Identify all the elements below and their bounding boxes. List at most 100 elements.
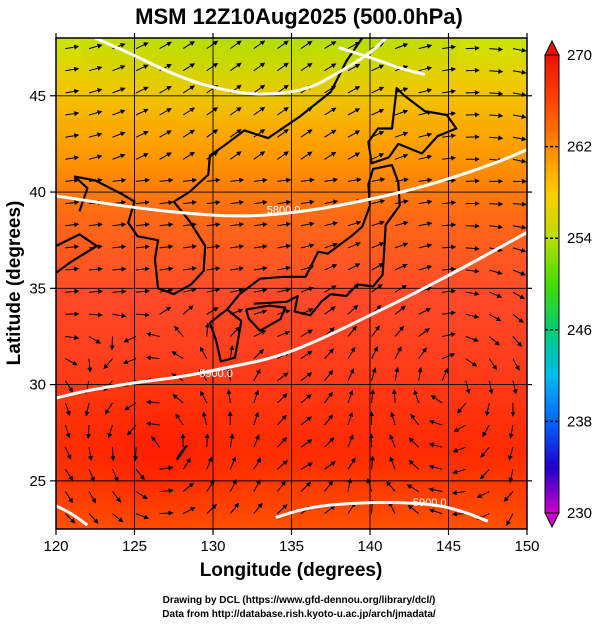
- wind-arrow: [512, 92, 527, 97]
- wind-arrow: [418, 43, 433, 50]
- wind-arrow: [452, 446, 466, 453]
- wind-arrow: [159, 288, 174, 294]
- wind-arrow: [418, 177, 433, 183]
- wind-arrow: [112, 177, 127, 183]
- wind-arrow: [347, 263, 361, 271]
- x-tick-label: 150: [514, 538, 539, 555]
- wind-arrow: [159, 266, 174, 272]
- wind-arrow: [465, 291, 480, 297]
- wind-arrow: [253, 84, 266, 94]
- wind-arrow: [277, 437, 288, 448]
- wind-arrow: [418, 132, 433, 138]
- y-tick-label: 30: [29, 377, 46, 394]
- wind-arrow: [182, 507, 196, 515]
- credit-line-1: Drawing by DCL (https://www.gfd-dennou.o…: [163, 595, 436, 606]
- wind-arrow: [65, 44, 80, 50]
- wind-arrow: [226, 389, 232, 403]
- wind-arrow: [159, 306, 172, 315]
- wind-arrow: [174, 325, 184, 337]
- wind-arrow: [347, 220, 362, 227]
- wind-arrow: [171, 351, 184, 360]
- contour-line-5: [338, 46, 426, 77]
- wind-arrow: [512, 313, 524, 323]
- wind-arrow: [145, 399, 160, 405]
- wind-arrow: [229, 456, 237, 470]
- wind-arrow: [371, 367, 377, 381]
- wind-arrow: [300, 394, 312, 404]
- wind-arrow: [394, 242, 409, 249]
- wind-arrow: [206, 151, 219, 160]
- wind-arrow: [430, 395, 443, 404]
- wind-arrow: [253, 479, 261, 492]
- wind-arrow: [413, 389, 420, 404]
- wind-arrow: [394, 131, 409, 138]
- colorbar-bar: [544, 54, 560, 514]
- wind-arrow: [324, 177, 339, 183]
- wind-arrow: [88, 336, 102, 344]
- wind-arrow: [324, 480, 334, 492]
- wind-arrow: [277, 40, 289, 50]
- wind-arrow: [347, 457, 356, 470]
- wind-arrow: [324, 348, 335, 359]
- wind-arrow: [145, 421, 160, 427]
- wind-arrow: [253, 434, 260, 448]
- wind-arrow: [253, 330, 267, 337]
- wind-arrow: [418, 265, 433, 271]
- wind-arrow: [253, 177, 268, 183]
- wind-arrow: [253, 129, 266, 138]
- wind-arrow: [394, 325, 405, 337]
- wind-arrow: [88, 43, 103, 50]
- wind-arrow: [104, 402, 113, 415]
- wind-arrow: [441, 367, 449, 381]
- wind-arrow: [371, 153, 385, 160]
- wind-arrow: [300, 243, 315, 249]
- wind-arrow: [277, 265, 292, 271]
- wind-arrow: [465, 313, 480, 319]
- wind-arrow: [229, 344, 235, 359]
- wind-arrow: [482, 424, 490, 438]
- wind-arrow: [428, 419, 443, 426]
- wind-arrow: [183, 287, 197, 293]
- wind-arrow: [230, 106, 242, 116]
- wind-arrow: [136, 177, 150, 183]
- colorbar-tick-label: 254: [567, 230, 592, 247]
- wind-arrow: [300, 177, 315, 183]
- wind-arrow: [451, 511, 466, 517]
- wind-arrow: [133, 447, 139, 462]
- wind-arrow: [484, 402, 490, 417]
- wind-arrow: [418, 66, 433, 72]
- wind-arrow: [253, 502, 263, 514]
- wind-arrow: [300, 329, 314, 337]
- wind-arrow: [476, 491, 490, 498]
- wind-arrow: [277, 84, 289, 94]
- wind-arrow: [324, 129, 337, 138]
- wind-arrow: [371, 131, 385, 138]
- wind-arrow: [347, 325, 357, 337]
- wind-arrow: [253, 222, 268, 228]
- wind-arrow: [428, 442, 443, 448]
- wind-arrow: [88, 244, 103, 250]
- wind-arrow: [347, 108, 361, 116]
- gridlines: [56, 38, 527, 529]
- wind-arrow: [369, 455, 375, 470]
- wind-arrow: [135, 64, 149, 72]
- wind-arrow: [229, 479, 237, 492]
- wind-arrow: [88, 447, 93, 461]
- wind-arrow: [112, 244, 127, 250]
- wind-arrow: [479, 468, 490, 480]
- wind-arrow: [453, 424, 467, 432]
- wind-arrow: [183, 177, 198, 183]
- wind-arrow: [64, 424, 71, 439]
- wind-arrow: [428, 464, 443, 470]
- wind-arrow: [371, 64, 385, 72]
- wind-arrow: [300, 62, 313, 72]
- wind-arrow: [347, 177, 362, 183]
- wind-arrow: [88, 132, 103, 138]
- wind-arrow: [489, 91, 504, 97]
- wind-arrow: [488, 380, 494, 395]
- wind-arrow: [300, 264, 315, 271]
- wind-arrow: [512, 158, 527, 164]
- wind-arrow: [230, 287, 244, 293]
- wind-arrow: [347, 368, 355, 381]
- wind-arrow: [512, 201, 527, 207]
